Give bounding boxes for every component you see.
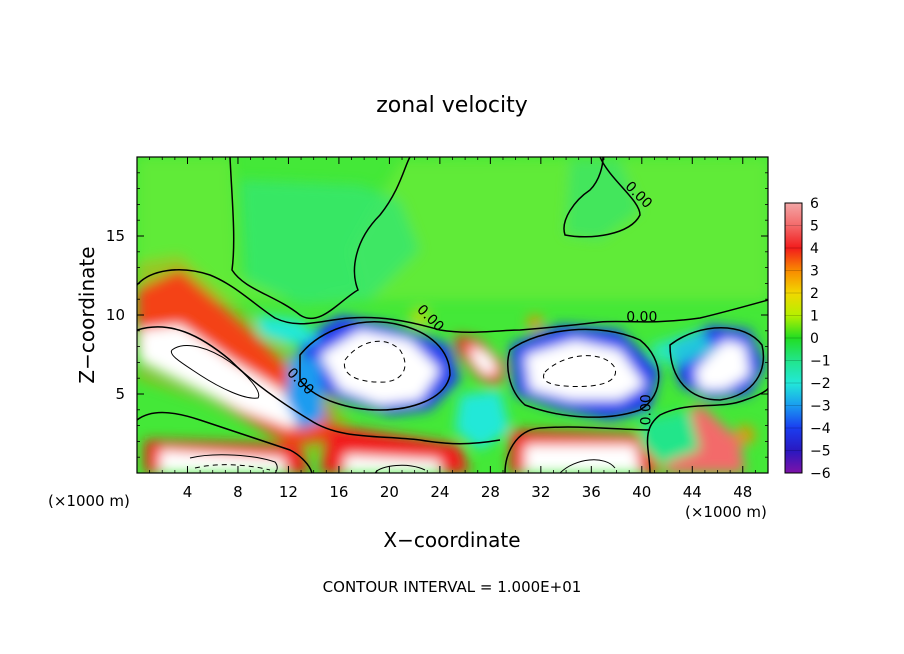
x-unit-label-right: (×1000 m) bbox=[685, 503, 767, 521]
x-tick-label-8: 8 bbox=[233, 483, 243, 501]
colorbar-label-1: 5 bbox=[810, 219, 819, 235]
colorbar-label-4: 2 bbox=[810, 286, 819, 302]
field-accent-orange-2 bbox=[735, 425, 755, 445]
x-tick-label-44: 44 bbox=[683, 483, 702, 501]
contour-zero-lower-left bbox=[137, 411, 313, 473]
x-tick-label-24: 24 bbox=[430, 483, 449, 501]
colorbar-label-9: −3 bbox=[810, 399, 831, 415]
contour-label-5: 0.00 bbox=[639, 394, 655, 425]
field-region-cyan-3 bbox=[455, 390, 510, 450]
field-region-cyan-5 bbox=[640, 410, 700, 465]
x-tick-label-16: 16 bbox=[329, 483, 348, 501]
contour-zero-blob-mid bbox=[507, 328, 660, 418]
field-region-white-blob-3 bbox=[695, 340, 750, 390]
contour-zero-bottom-right bbox=[646, 387, 768, 473]
contour-zero-upper-band bbox=[137, 269, 768, 333]
chart-title: zonal velocity bbox=[376, 93, 528, 118]
x-unit-label-left: (×1000 m) bbox=[48, 492, 130, 510]
colorbar-label-5: 1 bbox=[810, 309, 819, 325]
contour-zero-top-right bbox=[563, 157, 641, 238]
colorbar-label-0: 6 bbox=[810, 196, 819, 212]
x-axis: 4 8 12 16 20 24 28 32 36 40 44 48 bbox=[149, 157, 756, 501]
field-region-bottom-white-2 bbox=[345, 455, 440, 473]
y-tick-label-10: 10 bbox=[106, 306, 125, 324]
x-tick-label-4: 4 bbox=[183, 483, 193, 501]
colorbar-label-6: 0 bbox=[810, 331, 819, 347]
field-accent-orange-1 bbox=[527, 315, 543, 331]
colorbar-label-10: −4 bbox=[810, 421, 831, 437]
y-axis: 5 10 15 bbox=[106, 172, 768, 458]
colorbar-frame bbox=[784, 202, 803, 474]
field-region-white-blob-1 bbox=[320, 330, 440, 405]
x-tick-label-20: 20 bbox=[380, 483, 399, 501]
contour-positive-bottom-2 bbox=[194, 464, 271, 471]
contour-zero-blob-left bbox=[299, 321, 451, 411]
field-region-white-left bbox=[140, 325, 305, 428]
y-tick-label-15: 15 bbox=[106, 227, 125, 245]
colorbar-label-12: −6 bbox=[810, 466, 831, 482]
x-tick-label-48: 48 bbox=[733, 483, 752, 501]
field-region-cyan-1 bbox=[255, 315, 320, 345]
contour-negative-blob-left bbox=[343, 340, 406, 383]
colorbar: 6 5 4 3 2 1 0 −1 −2 −3 −4 −5 −6 bbox=[784, 196, 831, 482]
field-region-bottom-white-3 bbox=[525, 445, 640, 473]
x-tick-label-32: 32 bbox=[531, 483, 550, 501]
contour-negative-blob-mid bbox=[543, 355, 616, 387]
contour-zero-diagonal bbox=[137, 326, 501, 445]
colorbar-gradient bbox=[785, 203, 802, 473]
contour-label-4: 0.00 bbox=[626, 309, 657, 325]
contour-lines-thin bbox=[170, 340, 616, 473]
x-axis-title: X−coordinate bbox=[383, 528, 520, 552]
contour-interval-note: CONTOUR INTERVAL = 1.000E+01 bbox=[323, 578, 582, 596]
field-region-top-right bbox=[565, 160, 640, 240]
x-tick-label-28: 28 bbox=[481, 483, 500, 501]
y-tick-label-5: 5 bbox=[115, 385, 125, 403]
contour-positive-left bbox=[170, 345, 260, 399]
contour-positive-bottom-4 bbox=[559, 459, 616, 473]
heatmap-field bbox=[137, 157, 768, 473]
field-region-upper-teal bbox=[240, 180, 420, 305]
colorbar-label-7: −1 bbox=[810, 354, 831, 370]
x-tick-label-40: 40 bbox=[632, 483, 651, 501]
contour-zero-blob-right bbox=[669, 327, 765, 401]
field-region-cyan-4 bbox=[650, 330, 715, 365]
field-region-white-blob-small bbox=[470, 345, 498, 375]
x-tick-label-36: 36 bbox=[582, 483, 601, 501]
y-axis-title: Z−coordinate bbox=[75, 246, 99, 383]
contour-zero-top-left bbox=[229, 157, 411, 319]
contour-zero-bottom-mid bbox=[504, 426, 651, 473]
colorbar-label-3: 3 bbox=[810, 264, 819, 280]
contour-lines bbox=[137, 157, 768, 473]
colorbar-label-2: 4 bbox=[810, 241, 819, 257]
x-tick-label-12: 12 bbox=[279, 483, 298, 501]
colorbar-label-8: −2 bbox=[810, 376, 831, 392]
colorbar-label-11: −5 bbox=[810, 444, 831, 460]
field-region-bottom-white-1 bbox=[160, 450, 285, 473]
